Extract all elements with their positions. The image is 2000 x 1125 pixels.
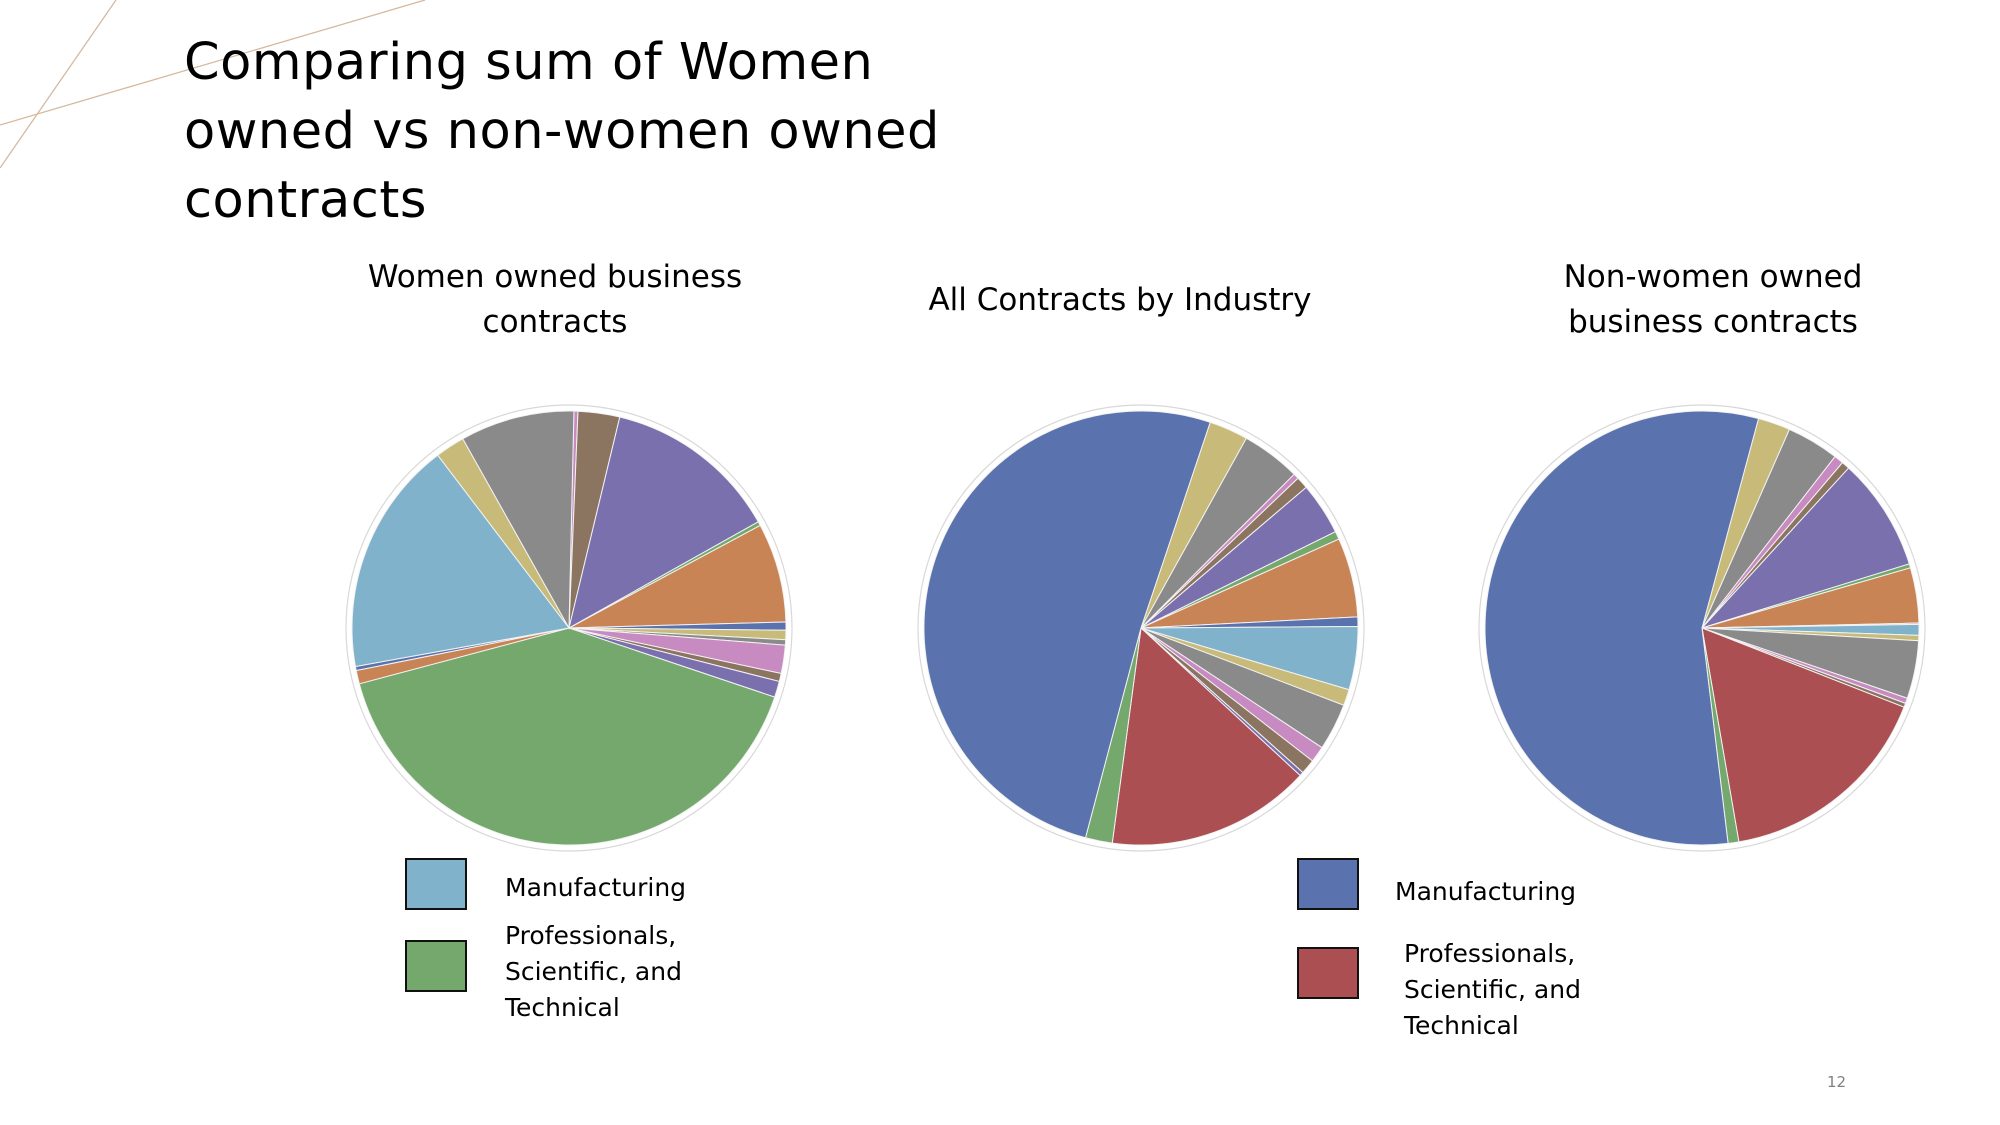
pie-chart-all-contracts <box>917 404 1365 852</box>
pie-title-line: contracts <box>482 304 628 340</box>
legend-label-line: Manufacturing <box>505 873 687 902</box>
pie-slice-manufacturing-14 <box>351 454 570 668</box>
legend-label-professional-scientific-technical: Professionals, Scientific, and Technical <box>505 918 682 1026</box>
legend-label-line: Professionals, <box>505 921 677 950</box>
pie-chart-women-owned <box>345 404 793 852</box>
pie-chart-non-women-owned <box>1478 404 1926 852</box>
pie-title-line: Women owned business <box>367 259 743 295</box>
pie-slice-professionals-scientific-and-technical-11 <box>358 627 776 846</box>
page-number: 12 <box>1827 1073 1847 1091</box>
legend-label-professional-scientific-technical: Professionals, Scientific, and Technical <box>1404 936 1581 1044</box>
pie-title-line: business contracts <box>1568 304 1858 340</box>
pie-title-all-contracts: All Contracts by Industry <box>910 278 1330 323</box>
pie-title-non-women-owned: Non-women owned business contracts <box>1513 255 1913 345</box>
pie-outer-ring <box>345 404 793 852</box>
pie-slice-other-16 <box>462 410 575 630</box>
pie-slice-professionals-scientific-and-technical-13 <box>1701 627 1905 843</box>
legend-label-line: Technical <box>1404 1011 1519 1040</box>
legend-label-manufacturing: Manufacturing <box>505 870 686 906</box>
pie-outer-ring <box>1478 404 1926 852</box>
slide-title-line: Comparing sum of Women <box>184 33 874 92</box>
pie-title-women-owned: Women owned business contracts <box>355 255 755 345</box>
pie-title-line: Non-women owned <box>1563 259 1863 295</box>
slide-title-line: owned vs non-women owned <box>184 102 940 161</box>
legend-swatch-professional-scientific-technical <box>1297 947 1359 999</box>
pie-slice-other-4 <box>568 524 787 629</box>
pie-slice-professionals-scientific-and-technical-14 <box>1111 626 1301 846</box>
legend-label-line: Professionals, <box>1404 939 1576 968</box>
legend-label-line: Scientific, and <box>1404 975 1581 1004</box>
pie-title-line: All Contracts by Industry <box>928 282 1312 318</box>
decorative-line <box>0 0 117 169</box>
pie-slice-manufacturing-16 <box>923 410 1211 839</box>
decorative-lines <box>0 0 426 169</box>
decorative-line <box>0 0 426 126</box>
pie-outer-ring <box>917 404 1365 852</box>
pie-slice-other-4 <box>1700 467 1910 630</box>
legend-label-line: Manufacturing <box>1395 877 1577 906</box>
legend-label-manufacturing: Manufacturing <box>1395 874 1576 910</box>
pie-slice-manufacturing-15 <box>1484 410 1760 846</box>
slide-title: Comparing sum of Women owned vs non-wome… <box>184 28 940 235</box>
pie-slice-other-2 <box>568 416 759 629</box>
legend-swatch-professional-scientific-technical <box>405 940 467 992</box>
legend-label-line: Scientific, and <box>505 957 682 986</box>
legend-swatch-manufacturing <box>1297 858 1359 910</box>
legend-label-line: Technical <box>505 993 620 1022</box>
slide-title-line: contracts <box>184 171 427 230</box>
legend-swatch-manufacturing <box>405 858 467 910</box>
